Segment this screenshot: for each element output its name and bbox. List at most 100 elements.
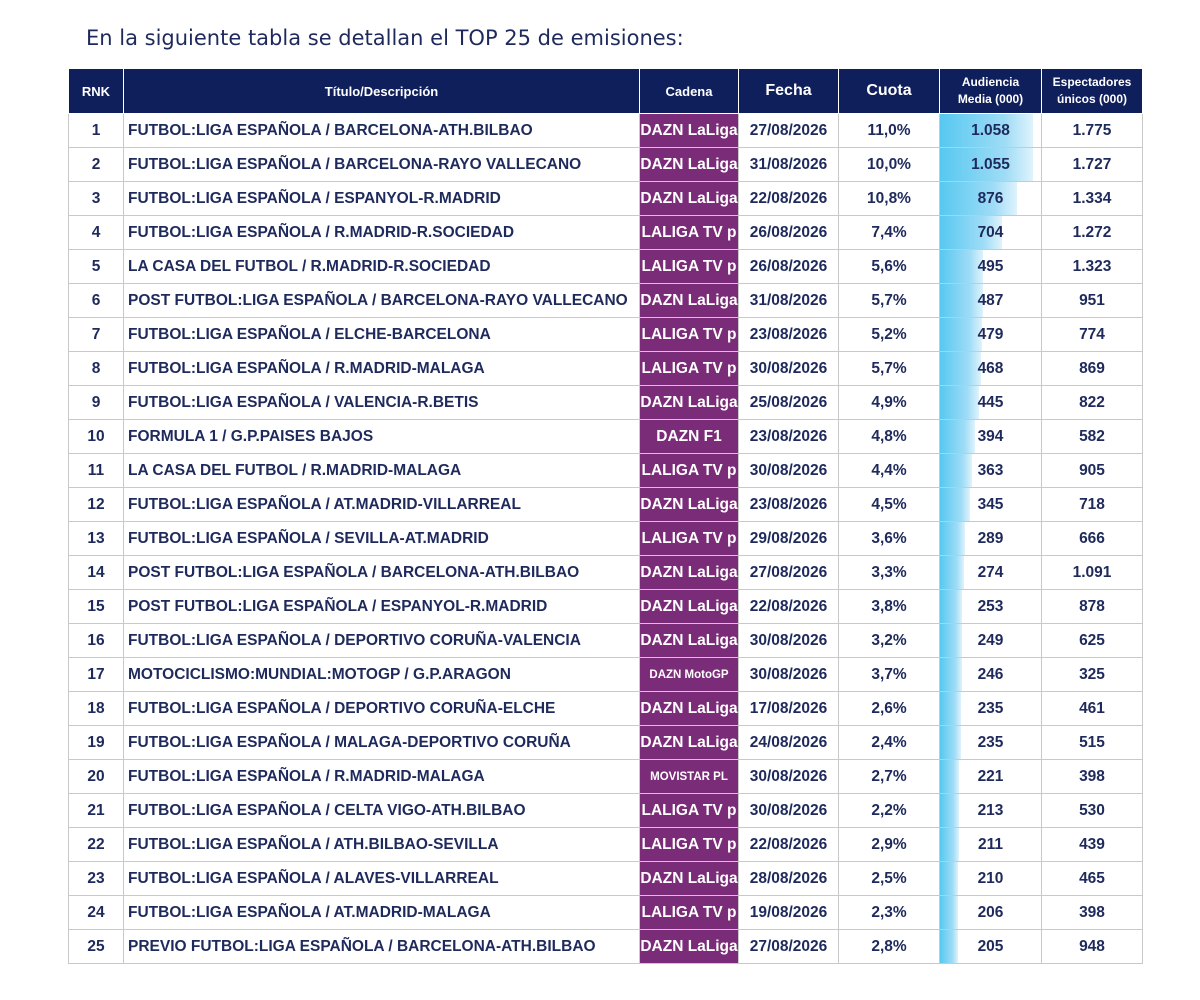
title-cell: FUTBOL:LIGA ESPAÑOLA / BARCELONA-ATH.BIL…: [123, 113, 640, 148]
audience-cell: 221: [939, 759, 1042, 794]
audience-bar: [940, 624, 962, 657]
channel-cell: DAZN LaLiga: [639, 623, 739, 658]
audience-value: 235: [977, 733, 1004, 751]
audience-bar: [940, 148, 1033, 181]
audience-cell: 345: [939, 487, 1042, 522]
title-cell: LA CASA DEL FUTBOL / R.MADRID-R.SOCIEDAD: [123, 249, 640, 284]
date-cell: 22/08/2026: [738, 181, 839, 216]
rank-cell: 13: [68, 521, 124, 556]
audience-bar: [940, 284, 983, 317]
audience-cell: 468: [939, 351, 1042, 386]
rank-cell: 4: [68, 215, 124, 250]
table-row: 24 FUTBOL:LIGA ESPAÑOLA / AT.MADRID-MALAG…: [68, 895, 1143, 930]
table-row: 9 FUTBOL:LIGA ESPAÑOLA / VALENCIA-R.BETIS…: [68, 385, 1143, 420]
channel-cell: DAZN LaLiga: [639, 555, 739, 590]
channel-cell: LALIGA TV p: [639, 249, 739, 284]
title-cell: FUTBOL:LIGA ESPAÑOLA / SEVILLA-AT.MADRID: [123, 521, 640, 556]
audience-cell: 253: [939, 589, 1042, 624]
table-row: 3 FUTBOL:LIGA ESPAÑOLA / ESPANYOL-R.MADRI…: [68, 181, 1143, 216]
channel-cell: LALIGA TV p: [639, 895, 739, 930]
date-cell: 23/08/2026: [738, 317, 839, 352]
unique-cell: 465: [1041, 861, 1143, 896]
share-cell: 3,3%: [838, 555, 940, 590]
header-date: Fecha: [738, 68, 839, 114]
rank-cell: 25: [68, 929, 124, 964]
title-cell: FUTBOL:LIGA ESPAÑOLA / MALAGA-DEPORTIVO …: [123, 725, 640, 760]
rank-cell: 9: [68, 385, 124, 420]
date-cell: 23/08/2026: [738, 419, 839, 454]
channel-cell: LALIGA TV p: [639, 827, 739, 862]
share-cell: 3,2%: [838, 623, 940, 658]
channel-cell: DAZN LaLiga: [639, 929, 739, 964]
rank-cell: 23: [68, 861, 124, 896]
audience-cell: 213: [939, 793, 1042, 828]
table-row: 16 FUTBOL:LIGA ESPAÑOLA / DEPORTIVO CORUÑ…: [68, 623, 1143, 658]
audience-cell: 394: [939, 419, 1042, 454]
audience-value: 363: [977, 461, 1004, 479]
channel-cell: DAZN LaLiga: [639, 691, 739, 726]
table-row: 2 FUTBOL:LIGA ESPAÑOLA / BARCELONA-RAYO V…: [68, 147, 1143, 182]
table-row: 22 FUTBOL:LIGA ESPAÑOLA / ATH.BILBAO-SEVI…: [68, 827, 1143, 862]
channel-cell: LALIGA TV p: [639, 793, 739, 828]
rank-cell: 21: [68, 793, 124, 828]
channel-cell: LALIGA TV p: [639, 453, 739, 488]
audience-value: 487: [977, 291, 1004, 309]
audience-bar: [940, 896, 959, 929]
date-cell: 30/08/2026: [738, 351, 839, 386]
date-cell: 22/08/2026: [738, 827, 839, 862]
audience-bar: [940, 318, 983, 351]
channel-cell: DAZN LaLiga: [639, 385, 739, 420]
date-cell: 25/08/2026: [738, 385, 839, 420]
header-audience: Audiencia Media (000): [939, 68, 1042, 114]
table-row: 11 LA CASA DEL FUTBOL / R.MADRID-MALAGA LA…: [68, 453, 1143, 488]
share-cell: 2,8%: [838, 929, 940, 964]
date-cell: 30/08/2026: [738, 657, 839, 692]
rank-cell: 8: [68, 351, 124, 386]
unique-cell: 398: [1041, 759, 1143, 794]
share-cell: 5,2%: [838, 317, 940, 352]
channel-cell: DAZN F1: [639, 419, 739, 454]
audience-cell: 445: [939, 385, 1042, 420]
unique-cell: 878: [1041, 589, 1143, 624]
audience-value: 479: [977, 325, 1004, 343]
audience-bar: [940, 420, 975, 453]
date-cell: 30/08/2026: [738, 793, 839, 828]
audience-value: 468: [977, 359, 1004, 377]
header-channel: Cadena: [639, 68, 739, 114]
audience-cell: 479: [939, 317, 1042, 352]
rank-cell: 16: [68, 623, 124, 658]
header-audience-line2: Media (000): [957, 92, 1024, 106]
audience-value: 246: [977, 665, 1004, 683]
date-cell: 22/08/2026: [738, 589, 839, 624]
rank-cell: 12: [68, 487, 124, 522]
top25-table: RNK Título/Descripción Cadena Fecha Cuot…: [68, 68, 1143, 964]
rank-cell: 19: [68, 725, 124, 760]
audience-value: 253: [977, 597, 1004, 615]
share-cell: 2,4%: [838, 725, 940, 760]
rank-cell: 2: [68, 147, 124, 182]
unique-cell: 325: [1041, 657, 1143, 692]
audience-cell: 246: [939, 657, 1042, 692]
unique-cell: 625: [1041, 623, 1143, 658]
table-row: 21 FUTBOL:LIGA ESPAÑOLA / CELTA VIGO-ATH.…: [68, 793, 1143, 828]
unique-cell: 1.775: [1041, 113, 1143, 148]
rank-cell: 3: [68, 181, 124, 216]
unique-cell: 666: [1041, 521, 1143, 556]
audience-cell: 487: [939, 283, 1042, 318]
share-cell: 4,8%: [838, 419, 940, 454]
audience-value: 876: [977, 189, 1004, 207]
table-row: 5 LA CASA DEL FUTBOL / R.MADRID-R.SOCIEDA…: [68, 249, 1143, 284]
header-unique-line1: Espectadores: [1052, 75, 1132, 89]
audience-cell: 211: [939, 827, 1042, 862]
audience-cell: 274: [939, 555, 1042, 590]
channel-cell: DAZN LaLiga: [639, 283, 739, 318]
audience-cell: 249: [939, 623, 1042, 658]
audience-value: 210: [977, 869, 1004, 887]
audience-value: 495: [977, 257, 1004, 275]
channel-cell: DAZN LaLiga: [639, 113, 739, 148]
audience-bar: [940, 352, 982, 385]
date-cell: 23/08/2026: [738, 487, 839, 522]
share-cell: 11,0%: [838, 113, 940, 148]
share-cell: 5,7%: [838, 283, 940, 318]
date-cell: 29/08/2026: [738, 521, 839, 556]
